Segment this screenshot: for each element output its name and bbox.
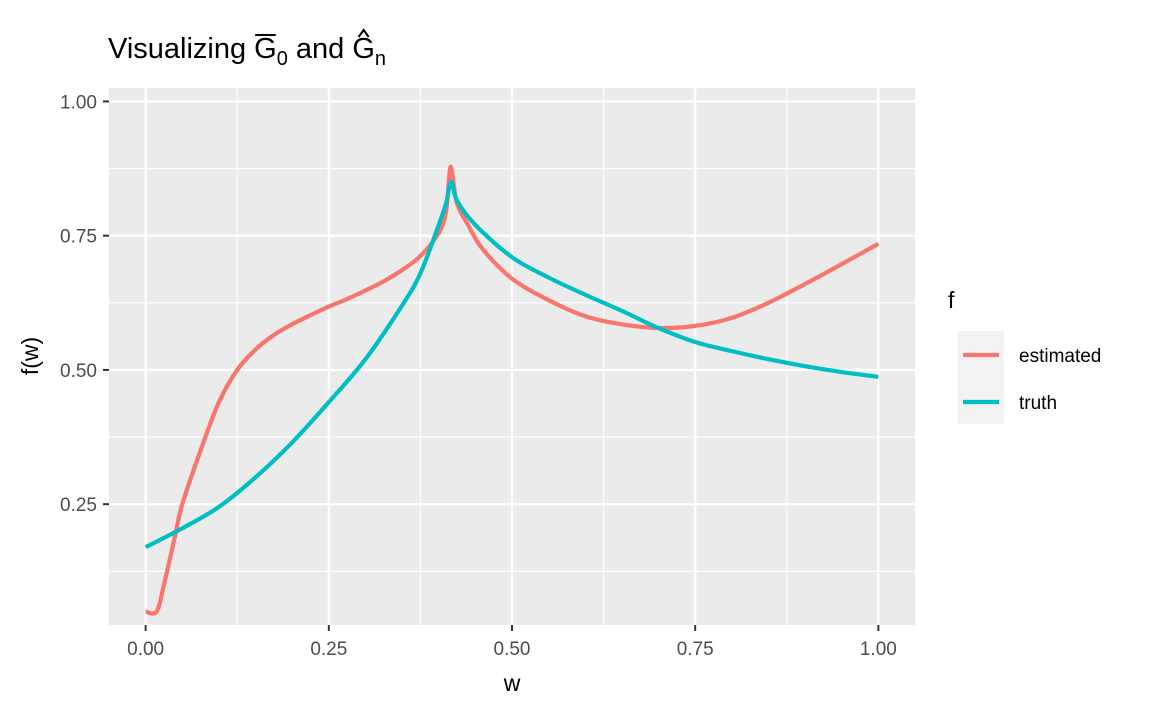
y-tick-label-1: 0.50 bbox=[60, 361, 97, 382]
legend-label-truth: truth bbox=[1019, 393, 1057, 414]
y-tick-label-0: 0.25 bbox=[60, 495, 97, 516]
title-subscript-0: 0 bbox=[277, 48, 288, 70]
legend-key-background bbox=[958, 331, 1004, 424]
title-subscript-n: n bbox=[375, 48, 386, 70]
x-axis-title: w bbox=[503, 670, 521, 696]
series-line-truth bbox=[144, 179, 879, 549]
x-tick-label-4: 1.00 bbox=[860, 639, 897, 660]
series-layer bbox=[144, 164, 880, 616]
legend-items: estimated truth bbox=[963, 346, 1101, 414]
x-tick-label-3: 0.75 bbox=[677, 639, 714, 660]
title-symbol-gn: G bbox=[352, 33, 375, 65]
y-tick-label-3: 1.00 bbox=[60, 92, 97, 113]
y-tick-label-2: 0.75 bbox=[60, 227, 97, 248]
legend: f estimated truth bbox=[948, 287, 1101, 424]
title-middle: and bbox=[288, 33, 353, 65]
y-axis-title: f(w) bbox=[17, 337, 43, 375]
chart-title: Visualizing G0 and Gn bbox=[108, 28, 386, 70]
legend-title: f bbox=[948, 287, 955, 313]
x-tick-label-0: 0.00 bbox=[127, 639, 164, 660]
title-hat bbox=[357, 28, 370, 38]
title-prefix: Visualizing bbox=[108, 33, 254, 65]
axes: 0.00 0.25 0.50 0.75 1.00 0.25 0.50 0.75 1.00 bbox=[60, 92, 897, 660]
x-tick-label-2: 0.50 bbox=[494, 639, 531, 660]
title-symbol-g0: G bbox=[254, 33, 277, 65]
chart-title-text: Visualizing G0 and Gn bbox=[108, 33, 386, 70]
x-tick-label-1: 0.25 bbox=[310, 639, 347, 660]
legend-label-estimated: estimated bbox=[1019, 346, 1101, 367]
grid-major bbox=[109, 88, 915, 625]
